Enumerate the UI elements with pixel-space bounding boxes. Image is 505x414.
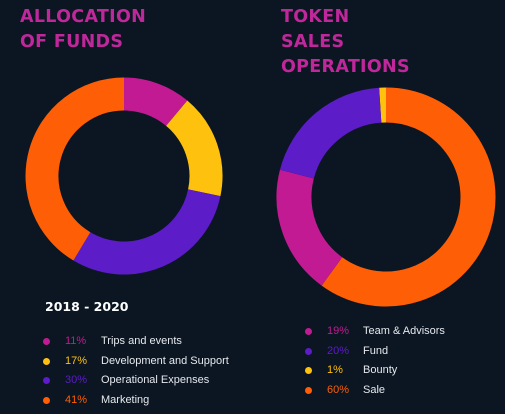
legend-percent: 60% [327, 383, 350, 396]
legend-dot [305, 386, 312, 394]
legend-percent: 20% [327, 344, 350, 357]
allocation-title-line-2: OF FUNDS [20, 32, 124, 52]
legend-dot [43, 396, 50, 404]
allocation-slice-trips-and-events [123, 77, 188, 127]
token-sales-title-line-1: TOKEN [281, 7, 350, 27]
token-sales-slice-fund [279, 87, 382, 180]
legend-label: Development and Support [101, 354, 229, 367]
legend-percent: 1% [327, 364, 343, 376]
legend-percent: 30% [65, 374, 88, 386]
legend-percent: 41% [65, 393, 88, 406]
legend-label: Sale [363, 383, 386, 396]
legend-dot [305, 367, 312, 374]
token-sales-title-line-3: OPERATIONS [281, 57, 410, 77]
token-sales-donut-chart [276, 87, 496, 307]
token-sales-slice-sale [321, 87, 496, 307]
legend-dot [305, 347, 312, 355]
legend-label: Operational Expenses [101, 374, 210, 386]
legend-label: Trips and events [101, 335, 182, 347]
allocation-donut-chart [25, 77, 223, 275]
legend-percent: 17% [65, 354, 88, 367]
allocation-title-line-1: ALLOCATION [20, 7, 147, 27]
allocation-period-label: 2018 - 2020 [45, 299, 129, 314]
legend-percent: 19% [327, 325, 350, 337]
legend-label: Marketing [101, 393, 150, 406]
legend-dot [43, 377, 50, 384]
token-sales-chart-title: TOKEN SALES OPERATIONS [281, 5, 410, 80]
allocation-slice-operational-expenses [73, 188, 221, 275]
allocation-slice-marketing [25, 77, 125, 261]
legend-label: Fund [363, 344, 389, 357]
legend-label: Team & Advisors [363, 325, 445, 337]
allocation-slice-development-and-support [165, 100, 223, 197]
allocation-chart-title: ALLOCATION OF FUNDS [20, 5, 146, 55]
legend-label: Bounty [363, 364, 398, 376]
legend-dot [305, 328, 312, 335]
legend-dot [43, 357, 50, 365]
legend-percent: 11% [65, 335, 87, 347]
legend-dot [43, 338, 50, 345]
token-sales-slice-team-and-advisors [276, 169, 343, 286]
token-sales-title-line-2: SALES [281, 32, 345, 52]
